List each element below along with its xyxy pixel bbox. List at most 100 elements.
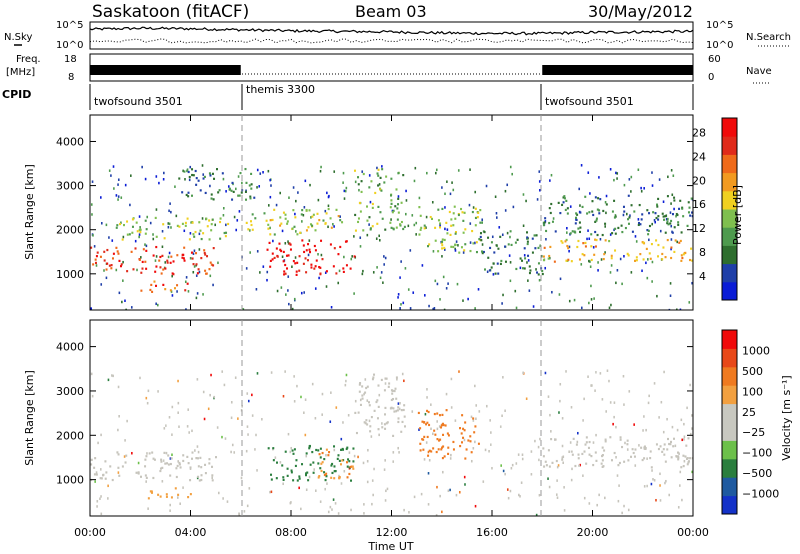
velocity-scatter-cell bbox=[240, 476, 243, 480]
power-region-10-cell bbox=[648, 212, 651, 215]
velocity-scatter-cell bbox=[293, 375, 295, 378]
power-region-9-cell bbox=[565, 259, 568, 262]
velocity-region-4-cell bbox=[392, 434, 395, 437]
velocity-region-4-cell bbox=[355, 431, 358, 435]
velocity-scatter-cell bbox=[478, 410, 481, 413]
power-region-10-cell bbox=[627, 194, 630, 197]
velocity-scatter-cell bbox=[668, 493, 671, 497]
velocity-region-0-cell bbox=[145, 455, 148, 458]
power-scatter-cell bbox=[115, 194, 118, 197]
velocity-scatter-cell bbox=[521, 453, 524, 456]
power-region-5-cell bbox=[251, 213, 254, 216]
power-region-10-cell bbox=[591, 200, 594, 203]
power-region-9-cell bbox=[582, 242, 585, 245]
velocity-region-0-cell bbox=[191, 451, 194, 454]
velocity-region-0-cell bbox=[178, 463, 181, 466]
velocity-region-6-cell bbox=[621, 445, 624, 449]
power-scatter-cell bbox=[588, 301, 590, 305]
power-scatter-cell bbox=[149, 221, 152, 225]
power-region-4-cell bbox=[313, 244, 316, 248]
velocity-region-3-cell bbox=[341, 459, 344, 462]
velocity-scatter-cell bbox=[270, 490, 273, 494]
power-scatter-cell bbox=[645, 261, 647, 265]
power-region-5-cell bbox=[314, 229, 317, 232]
power-region-0-cell bbox=[212, 264, 215, 267]
velocity-region-2-cell bbox=[270, 478, 273, 481]
power-scatter-cell bbox=[640, 186, 642, 190]
velocity-scatter-cell bbox=[330, 391, 332, 394]
power-region-2-cell bbox=[191, 221, 194, 224]
power-region-2-cell bbox=[176, 224, 179, 227]
power-region-3-cell bbox=[245, 181, 248, 184]
velocity-scatter-cell bbox=[518, 493, 520, 497]
velocity-region-2-cell bbox=[348, 460, 351, 463]
velocity-region-6-cell bbox=[687, 460, 690, 463]
power-scatter-cell bbox=[307, 253, 310, 257]
power-scatter-cell bbox=[378, 183, 381, 186]
power-scatter-cell bbox=[676, 240, 679, 244]
power-scatter-cell bbox=[384, 256, 387, 260]
power-region-0-cell bbox=[197, 268, 200, 271]
velocity-region-0-cell bbox=[200, 466, 203, 469]
velocity-region-0-cell bbox=[104, 477, 107, 480]
power-scatter-cell bbox=[156, 303, 159, 307]
velocity-scatter-cell bbox=[289, 501, 292, 505]
power-region-10-cell bbox=[688, 206, 691, 209]
velocity-scatter-cell bbox=[100, 433, 102, 437]
power-region-7-cell bbox=[474, 216, 477, 220]
power-region-10-cell bbox=[682, 215, 685, 218]
power-scatter-cell bbox=[113, 187, 115, 190]
velocity-scatter-cell bbox=[313, 468, 316, 471]
velocity-scatter-cell bbox=[472, 419, 475, 422]
power-region-0-cell bbox=[140, 271, 143, 274]
velocity-region-2-cell bbox=[347, 458, 350, 461]
power-region-8-cell bbox=[526, 237, 529, 240]
power-scatter-cell bbox=[378, 239, 381, 242]
power-scatter-cell bbox=[117, 183, 119, 186]
power-region-8-cell bbox=[487, 256, 490, 259]
power-scatter-cell bbox=[222, 206, 225, 210]
velocity-region-2-cell bbox=[292, 452, 295, 455]
power-region-10-cell bbox=[628, 216, 631, 219]
power-region-10-cell bbox=[620, 224, 623, 227]
power-scatter-cell bbox=[630, 175, 633, 179]
velocity-scatter-cell bbox=[290, 446, 293, 450]
power-region-4-cell bbox=[271, 258, 274, 261]
power-scatter-cell bbox=[588, 259, 590, 263]
velocity-region-2-cell bbox=[338, 459, 341, 462]
velocity-scatter-cell bbox=[617, 499, 620, 503]
power-region-5-cell bbox=[269, 219, 272, 222]
power-region-9-cell bbox=[548, 254, 551, 258]
velocity-region-5-cell bbox=[452, 440, 455, 444]
velocity-scatter-cell bbox=[428, 459, 431, 462]
power-scatter-cell bbox=[651, 280, 653, 283]
power-region-6-cell bbox=[390, 199, 393, 202]
velocity-scatter-cell bbox=[203, 417, 206, 421]
velocity-region-3-cell bbox=[345, 461, 348, 464]
velocity-region-4-cell bbox=[361, 394, 364, 397]
velocity-region-4-cell bbox=[363, 421, 366, 424]
velocity-region-6-cell bbox=[686, 463, 689, 466]
velocity-region-0-cell bbox=[199, 456, 202, 459]
power-region-0-cell bbox=[164, 267, 167, 270]
power-region-4-cell bbox=[310, 263, 313, 266]
power-scatter-cell bbox=[343, 189, 346, 193]
velocity-scatter-cell bbox=[304, 433, 307, 437]
velocity-scatter-cell bbox=[107, 378, 110, 382]
power-region-4-cell bbox=[289, 248, 292, 251]
power-region-2-cell bbox=[208, 219, 211, 222]
velocity-scatter-cell bbox=[646, 457, 648, 460]
power-region-9-cell bbox=[581, 253, 584, 256]
velocity-colorbar-swatch-0 bbox=[722, 495, 737, 515]
power-scatter-cell bbox=[514, 289, 517, 293]
power-region-4-cell bbox=[283, 273, 286, 276]
power-region-7-cell bbox=[441, 240, 444, 243]
velocity-scatter-cell bbox=[350, 508, 352, 512]
power-scatter-cell bbox=[604, 251, 606, 254]
power-scatter-cell bbox=[138, 235, 140, 239]
power-scatter-cell bbox=[671, 193, 674, 197]
power-region-4-cell bbox=[337, 253, 340, 256]
power-colorbar-swatch-7 bbox=[722, 154, 737, 174]
freq-bar-2 bbox=[542, 65, 693, 75]
power-region-3-cell bbox=[209, 174, 212, 177]
